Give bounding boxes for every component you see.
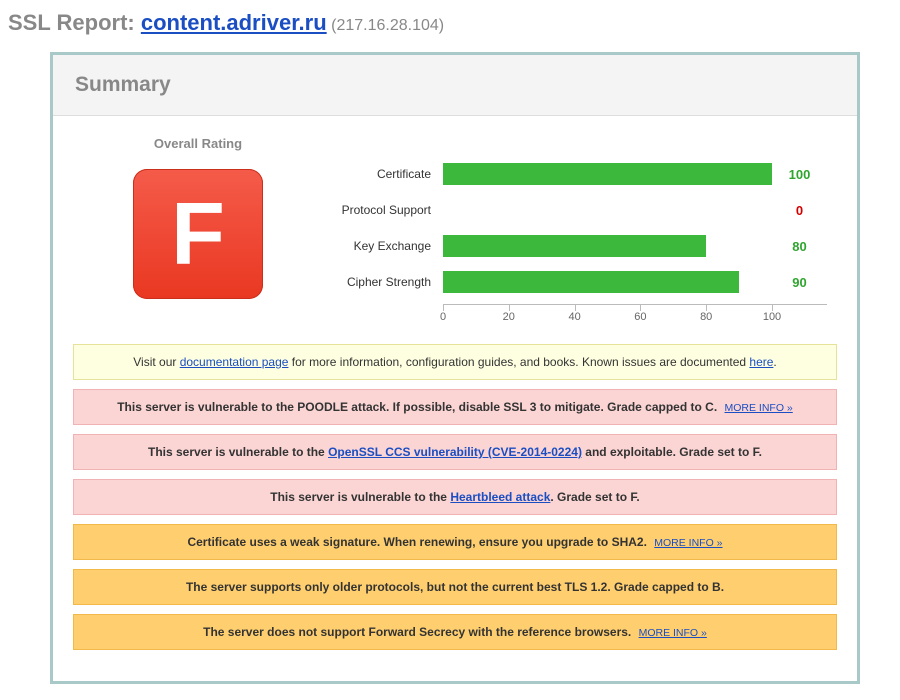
message-box: Certificate uses a weak signature. When …: [73, 524, 837, 560]
chart-track: [443, 199, 772, 221]
message-box: The server supports only older protocols…: [73, 569, 837, 605]
chart-label: Protocol Support: [313, 203, 443, 217]
message-text: Certificate uses a weak signature. When …: [187, 535, 650, 549]
chart-axis: 0 20 40 60 80 100: [443, 304, 827, 324]
message-link[interactable]: Heartbleed attack: [450, 490, 550, 504]
axis-label: 80: [700, 311, 712, 323]
axis-label: 0: [440, 311, 446, 323]
message-box: This server is vulnerable to the OpenSSL…: [73, 434, 837, 470]
chart-row: Protocol Support 0: [313, 196, 827, 224]
chart-bar: [443, 271, 739, 293]
axis-label: 60: [634, 311, 646, 323]
summary-panel: Summary Overall Rating F Certificate 100 P…: [50, 52, 860, 684]
grade-letter: F: [171, 183, 225, 285]
message-text: The server does not support Forward Secr…: [203, 625, 634, 639]
message-text: Visit our: [133, 355, 179, 369]
page-title: SSL Report: content.adriver.ru (217.16.2…: [0, 10, 900, 52]
message-text: This server is vulnerable to the POODLE …: [117, 400, 720, 414]
messages-area: Visit our documentation page for more in…: [53, 338, 857, 681]
chart-label: Key Exchange: [313, 239, 443, 253]
message-text: and exploitable. Grade set to F.: [582, 445, 762, 459]
rating-title: Overall Rating: [83, 136, 313, 151]
panel-title: Summary: [53, 55, 857, 116]
chart-value: 80: [772, 239, 827, 254]
message-link[interactable]: OpenSSL CCS vulnerability (CVE-2014-0224…: [328, 445, 582, 459]
message-box: The server does not support Forward Secr…: [73, 614, 837, 650]
message-text: This server is vulnerable to the: [148, 445, 328, 459]
rating-column: Overall Rating F: [83, 136, 313, 324]
message-text: This server is vulnerable to the: [270, 490, 450, 504]
title-hostname-link[interactable]: content.adriver.ru: [141, 10, 327, 35]
axis-label: 100: [763, 311, 781, 323]
summary-body: Overall Rating F Certificate 100 Protocol …: [53, 116, 857, 338]
chart-rows: Certificate 100 Protocol Support 0 Key Excha…: [313, 160, 827, 296]
chart-value: 0: [772, 203, 827, 218]
chart-track: [443, 271, 772, 293]
chart-axis-area: 020406080100: [443, 305, 772, 324]
chart-row: Certificate 100: [313, 160, 827, 188]
chart-row: Cipher Strength 90: [313, 268, 827, 296]
message-text: The server supports only older protocols…: [186, 580, 724, 594]
more-info-link[interactable]: MORE INFO »: [654, 537, 722, 549]
chart-track: [443, 235, 772, 257]
message-box: Visit our documentation page for more in…: [73, 344, 837, 380]
message-link[interactable]: here: [749, 355, 773, 369]
axis-label: 40: [568, 311, 580, 323]
chart-value: 90: [772, 275, 827, 290]
title-ip: (217.16.28.104): [327, 17, 444, 34]
message-text: for more information, configuration guid…: [288, 355, 749, 369]
message-text: . Grade set to F.: [550, 490, 639, 504]
chart-value: 100: [772, 167, 827, 182]
chart-label: Certificate: [313, 167, 443, 181]
message-text: .: [773, 355, 776, 369]
message-box: This server is vulnerable to the Heartbl…: [73, 479, 837, 515]
axis-label: 20: [503, 311, 515, 323]
chart-row: Key Exchange 80: [313, 232, 827, 260]
chart-bar: [443, 163, 772, 185]
chart-label: Cipher Strength: [313, 275, 443, 289]
chart-track: [443, 163, 772, 185]
message-link[interactable]: documentation page: [180, 355, 289, 369]
more-info-link[interactable]: MORE INFO »: [725, 402, 793, 414]
chart-bar: [443, 235, 706, 257]
chart-column: Certificate 100 Protocol Support 0 Key Excha…: [313, 136, 827, 324]
more-info-link[interactable]: MORE INFO »: [639, 627, 707, 639]
grade-badge: F: [133, 169, 263, 299]
title-prefix: SSL Report:: [8, 10, 141, 35]
message-box: This server is vulnerable to the POODLE …: [73, 389, 837, 425]
